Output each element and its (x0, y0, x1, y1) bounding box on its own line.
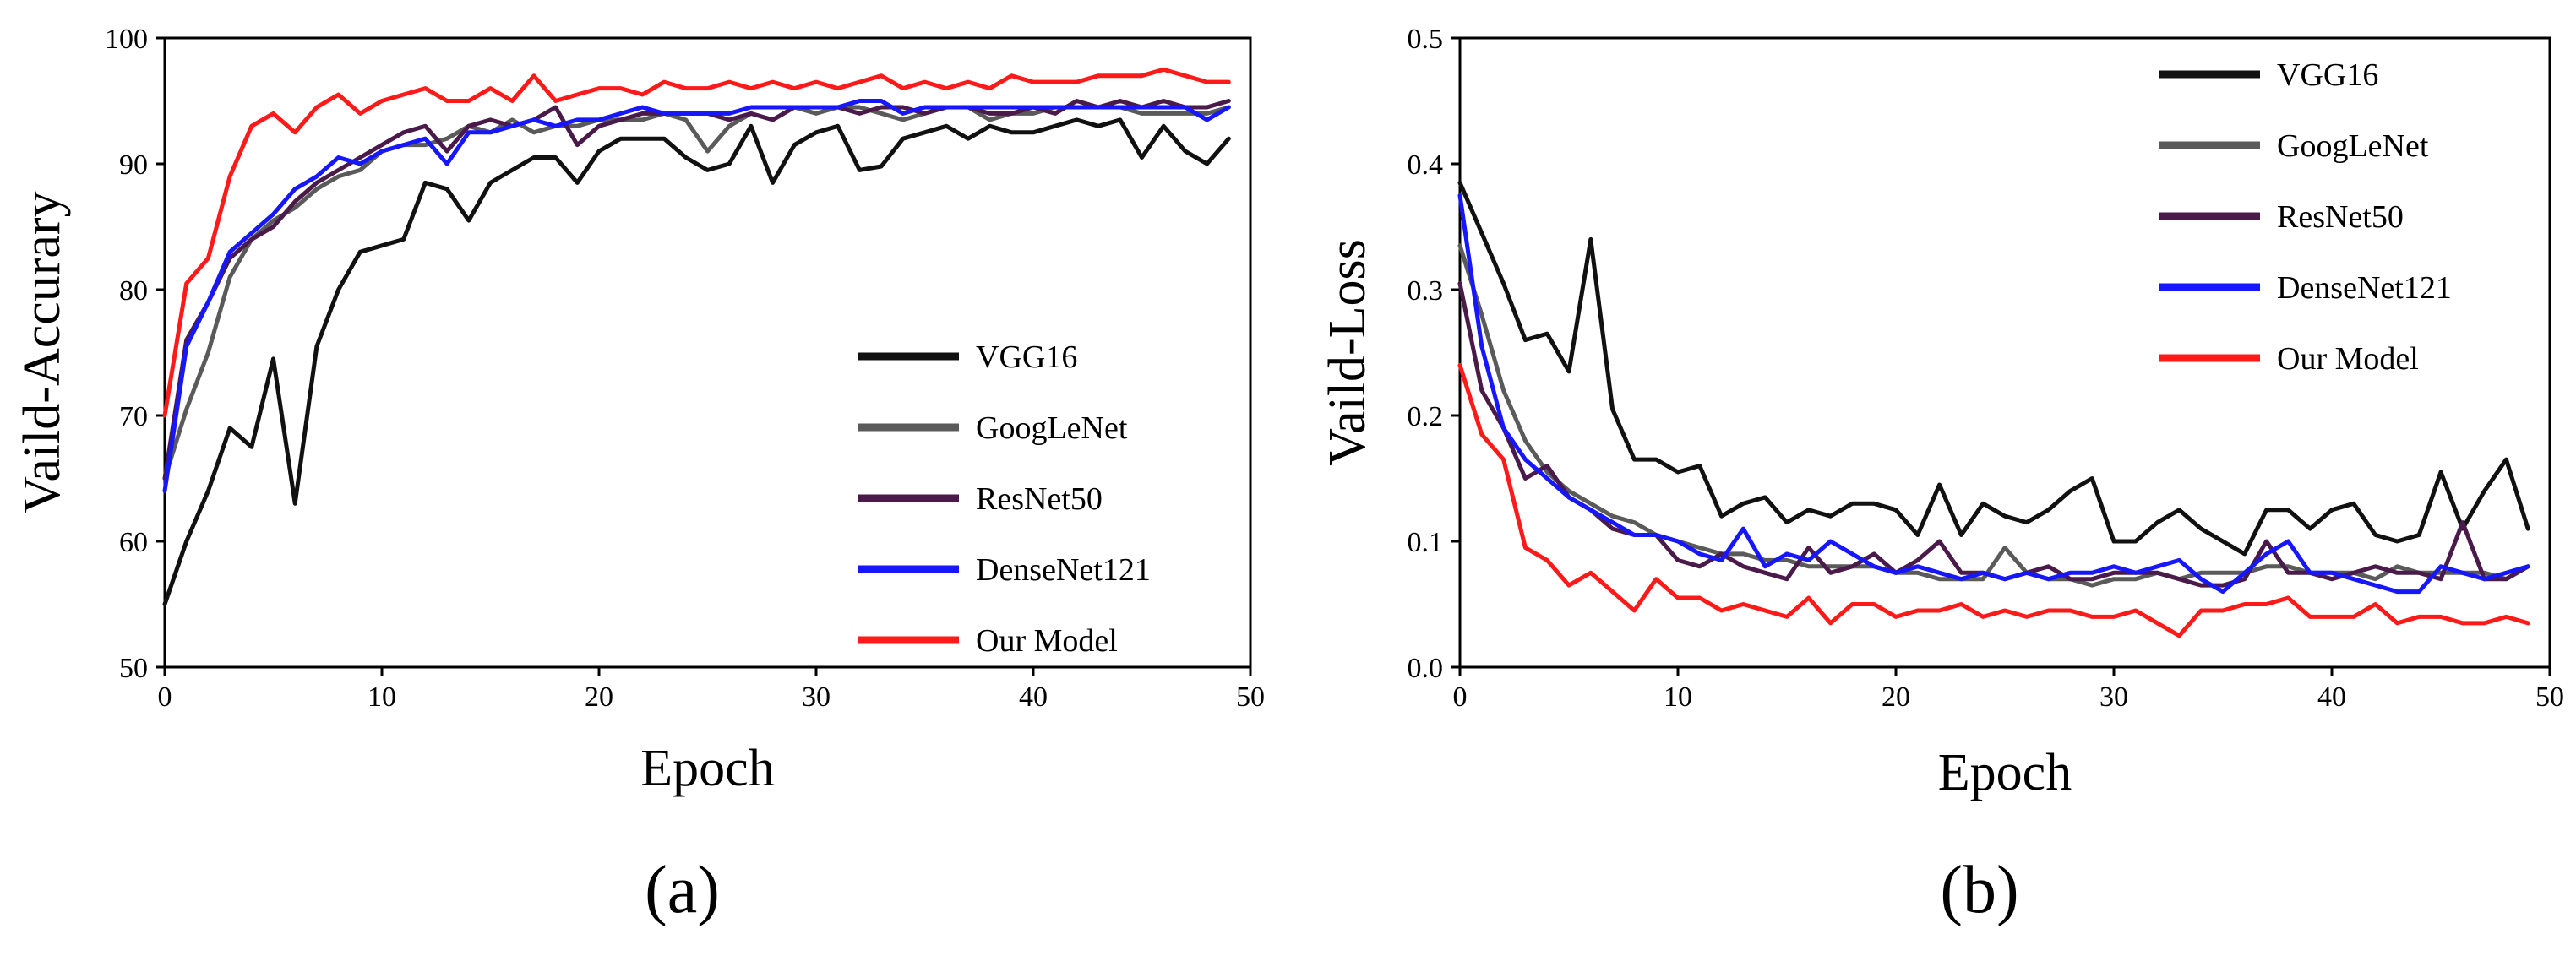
x-axis-title: Epoch (1938, 744, 2072, 801)
y-tick-label: 80 (119, 275, 148, 307)
plot-frame (163, 36, 1252, 669)
y-axis-title: Vaild-Loss (1319, 239, 1376, 466)
x-tick-label: 0 (1453, 681, 1468, 713)
series-line-our-model (1457, 362, 2530, 638)
series-line-vgg16 (162, 117, 1231, 606)
y-tick-label: 50 (119, 653, 148, 684)
accuracy-chart: 0 10 20 30 40 50 50 60 70 80 90 100 VGG16 GoogLeNet Re… (14, 24, 1265, 927)
series-line-vgg16 (1457, 180, 2530, 557)
legend-label: Our Model (2277, 341, 2419, 377)
legend-label: ResNet50 (2277, 199, 2404, 235)
legend-label: DenseNet121 (2277, 270, 2452, 306)
series-line-our-model (162, 67, 1231, 418)
y-axis-title: Vaild-Accurary (14, 191, 71, 513)
y-tick-label: 70 (119, 401, 148, 432)
x-tick-label: 50 (1236, 681, 1265, 713)
y-tick-label: 60 (119, 527, 148, 558)
legend-label: DenseNet121 (976, 552, 1151, 588)
y-tick-label: 0.5 (1408, 24, 1444, 55)
x-tick-label: 30 (802, 681, 831, 713)
legend: VGG16 GoogLeNet ResNet50 DenseNet121 Our Mod… (2159, 57, 2452, 377)
x-tick-label: 40 (2317, 681, 2346, 713)
y-tick-label: 0.2 (1408, 401, 1444, 432)
x-tick-label: 20 (1882, 681, 1910, 713)
panel-label: (b) (1940, 853, 2018, 927)
x-tick-label: 10 (368, 681, 396, 713)
series-line-densenet121 (162, 99, 1231, 493)
loss-chart: 0 10 20 30 40 50 0.0 0.1 0.2 0.3 0.4 0.5 VGG16 GoogLe… (1319, 24, 2564, 927)
legend-label: VGG16 (976, 339, 1077, 375)
y-tick-label: 0.1 (1408, 527, 1444, 558)
y-tick-label: 100 (105, 24, 148, 55)
y-tick-label: 0.3 (1408, 275, 1444, 307)
x-tick-label: 30 (2099, 681, 2128, 713)
x-tick-label: 20 (585, 681, 613, 713)
legend-label: VGG16 (2277, 57, 2378, 93)
y-tick-label: 0.0 (1408, 653, 1444, 684)
series-line-resnet50 (1457, 281, 2530, 588)
x-tick-label: 10 (1664, 681, 1692, 713)
legend-label: GoogLeNet (2277, 128, 2429, 164)
x-tick-label: 50 (2535, 681, 2564, 713)
y-tick-label: 90 (119, 149, 148, 181)
series-line-densenet121 (1457, 193, 2530, 595)
x-tick-label: 0 (158, 681, 172, 713)
y-tick-label: 0.4 (1408, 149, 1444, 181)
x-tick-label: 40 (1019, 681, 1048, 713)
legend-label: ResNet50 (976, 481, 1103, 517)
panel-label: (a) (645, 853, 720, 927)
legend-label: Our Model (976, 623, 1118, 659)
plot-frame (1458, 36, 2551, 669)
x-axis-title: Epoch (640, 740, 774, 797)
legend: VGG16 GoogLeNet ResNet50 DenseNet121 Our Mod… (858, 339, 1151, 659)
legend-label: GoogLeNet (976, 410, 1128, 446)
